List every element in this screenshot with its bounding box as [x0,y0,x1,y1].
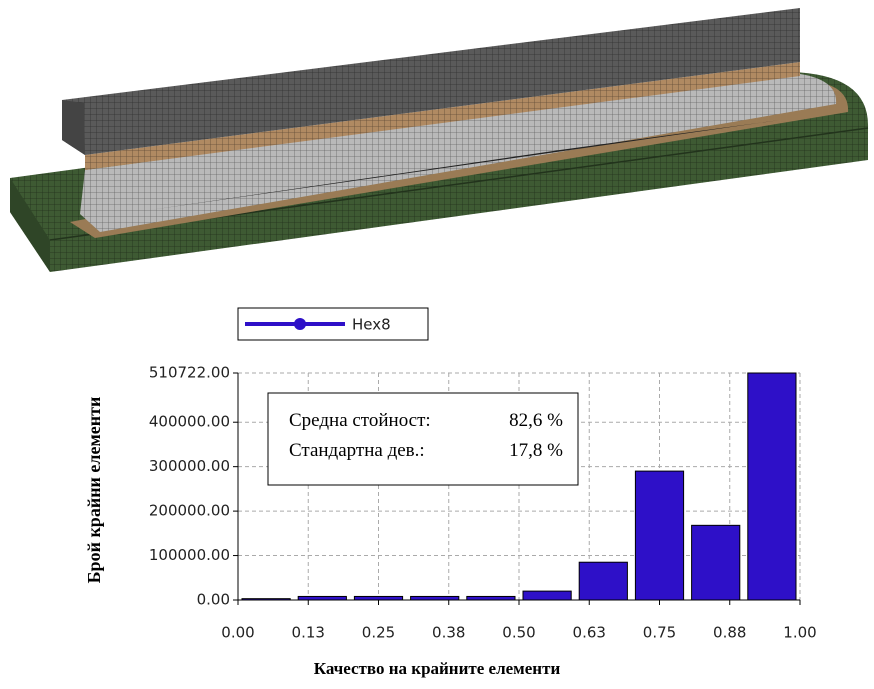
page: Hex8 Качество на крайните елементи Брой … [0,0,874,689]
mesh-model [10,8,868,272]
x-tick-label: 0.13 [292,624,325,642]
annotation-label: Средна стойност: [289,410,431,431]
bar [354,596,402,600]
bar [635,471,683,600]
x-tick-label: 0.63 [573,624,606,642]
bar [748,373,796,600]
legend-swatch [294,318,306,330]
x-tick-label: 0.50 [502,624,535,642]
bar [579,562,627,600]
x-axis-label: Качество на крайните елементи [314,659,561,678]
chart: Hex8 Качество на крайните елементи Брой … [0,0,874,689]
bar [467,596,515,600]
y-tick-label: 100000.00 [149,546,230,564]
x-tick-label: 0.00 [221,624,254,642]
bar [692,525,740,600]
x-tick-label: 0.25 [362,624,395,642]
bar [411,596,459,600]
legend: Hex8 [238,308,428,340]
y-axis-label: Брой крайни елементи [84,397,104,584]
y-tick-label: 200000.00 [149,502,230,520]
x-tick-label: 0.38 [432,624,465,642]
bar [523,591,571,600]
annotation-box [268,393,578,485]
legend-label: Hex8 [352,316,391,334]
y-tick-label: 510722.00 [149,364,230,382]
x-tick-label: 1.00 [783,624,816,642]
x-tick-label: 0.88 [713,624,746,642]
y-tick-label: 0.00 [197,591,230,609]
x-tick-label: 0.75 [643,624,676,642]
bar [298,596,346,600]
annotation-label: Стандартна дев.: [289,440,425,461]
y-tick-label: 300000.00 [149,457,230,475]
annotation-value: 17,8 % [509,440,563,461]
y-tick-label: 400000.00 [149,413,230,431]
bar [242,599,290,600]
annotation-value: 82,6 % [509,410,563,431]
